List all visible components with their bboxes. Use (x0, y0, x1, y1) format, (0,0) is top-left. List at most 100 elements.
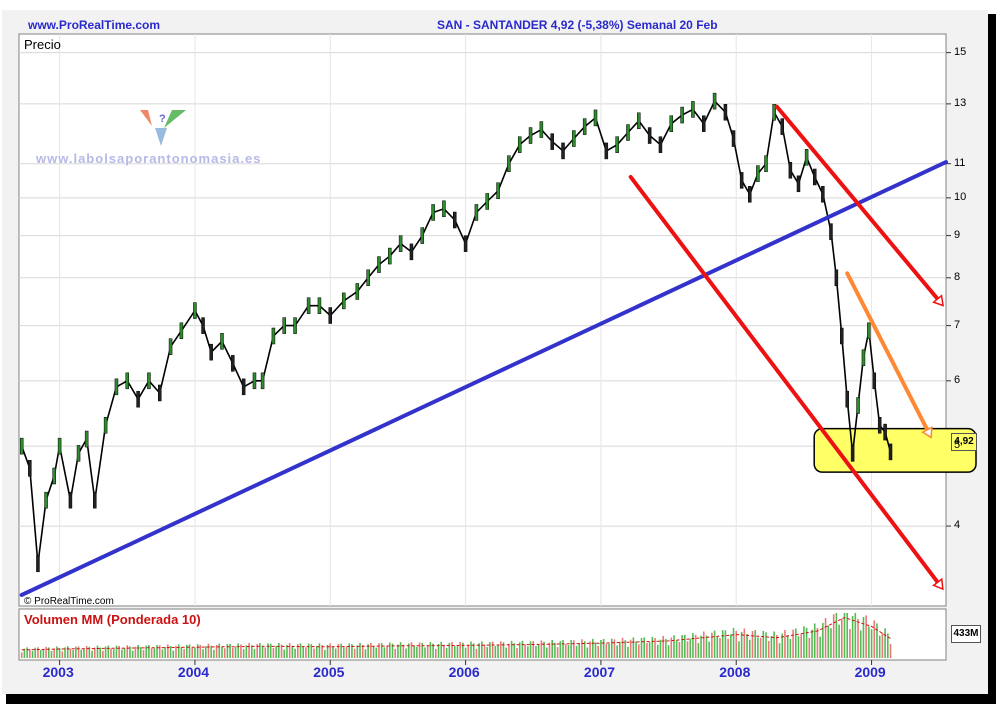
volume-bar (296, 644, 299, 658)
volume-bar (794, 628, 797, 658)
volume-bar (291, 645, 294, 658)
volume-bar (562, 639, 564, 658)
volume-bar (145, 645, 148, 658)
volume-bar (605, 643, 608, 658)
price-point (463, 235, 468, 252)
volume-bar (421, 642, 424, 658)
volume-bar (20, 652, 23, 658)
volume-bar (486, 647, 489, 658)
volume-bar (838, 624, 840, 658)
volume-bar (800, 634, 802, 658)
volume-bar (39, 650, 42, 658)
volume-bar (248, 643, 250, 658)
volume-bar (426, 645, 429, 658)
volume-bar (83, 648, 85, 658)
price-point (691, 101, 695, 118)
price-point (201, 317, 205, 334)
volume-bar (721, 630, 724, 658)
volume-bar (846, 613, 849, 658)
price-point (883, 423, 887, 441)
price-point (179, 322, 184, 340)
price-point (669, 115, 674, 132)
volume-bar (662, 636, 664, 658)
volume-bar (767, 640, 770, 658)
volume-bar (375, 647, 378, 658)
volume-bar (437, 643, 440, 658)
price-point (103, 417, 108, 434)
volume-bar (505, 647, 507, 658)
volume-bar (34, 647, 37, 658)
volume-bar (69, 648, 72, 658)
volume-bar (735, 630, 738, 658)
price-point (136, 390, 140, 408)
volume-bar (91, 650, 93, 658)
volume-bar (451, 642, 453, 658)
volume-bar (827, 625, 830, 658)
price-point (723, 103, 728, 121)
price-point (474, 204, 479, 221)
volume-bar (221, 646, 223, 658)
price-point (260, 372, 265, 390)
volume-bar (405, 648, 407, 658)
volume-bar (386, 646, 388, 658)
volume-bar (186, 644, 188, 658)
volume-bar (337, 644, 340, 658)
price-point (756, 165, 760, 182)
volume-panel-title: Volumen MM (Ponderada 10) (24, 612, 201, 627)
site-link[interactable]: www.ProRealTime.com (28, 18, 161, 32)
arrow-short-trend (921, 426, 933, 439)
price-point (306, 297, 311, 314)
volume-bar (494, 646, 497, 658)
volume-bar (250, 645, 253, 658)
price-point (147, 372, 151, 390)
volume-bar (167, 644, 169, 658)
volume-bar (513, 643, 516, 658)
volume-bar (640, 638, 643, 658)
volume-bar (102, 650, 104, 658)
price-point (52, 467, 56, 485)
price-point (453, 211, 457, 229)
trendline-channel-bottom (628, 174, 942, 587)
volume-bar (472, 643, 475, 658)
volume-bar (638, 644, 640, 658)
volume-bar (204, 646, 207, 658)
volume-bar (684, 634, 686, 658)
volume-bar (96, 645, 99, 658)
volume-bar (776, 634, 778, 658)
volume-bar (878, 635, 881, 658)
price-point (539, 121, 544, 138)
volume-bar (670, 637, 673, 658)
y-tick-label: 4 (954, 519, 961, 532)
price-point (231, 355, 235, 372)
volume-bar (72, 650, 74, 658)
price-point (19, 437, 24, 455)
price-point (637, 112, 641, 130)
volume-bar (554, 642, 556, 658)
volume-bar (824, 617, 827, 658)
volume-bar (822, 622, 824, 658)
volume-bar (253, 649, 256, 658)
volume-bar (467, 644, 470, 658)
volume-bar (613, 639, 616, 658)
volume-bar (123, 647, 126, 658)
volume-bar (45, 646, 47, 658)
price-point (812, 168, 817, 186)
volume-bar (678, 642, 681, 658)
volume-bar (150, 648, 153, 658)
price-point (193, 302, 197, 319)
volume-bar (889, 644, 892, 658)
volume-bar (397, 644, 399, 658)
price-point (731, 130, 736, 147)
volume-bar (849, 628, 851, 658)
price-point (420, 227, 425, 244)
volume-bar (602, 638, 605, 658)
volume-bar (859, 630, 862, 658)
price-point (93, 491, 97, 509)
price-point (788, 162, 793, 179)
volume-bar (537, 644, 540, 658)
volume-bar (29, 649, 31, 658)
price-point (36, 555, 40, 573)
volume-bar (597, 645, 600, 658)
volume-bar (305, 647, 307, 658)
volume-bar (589, 641, 591, 658)
